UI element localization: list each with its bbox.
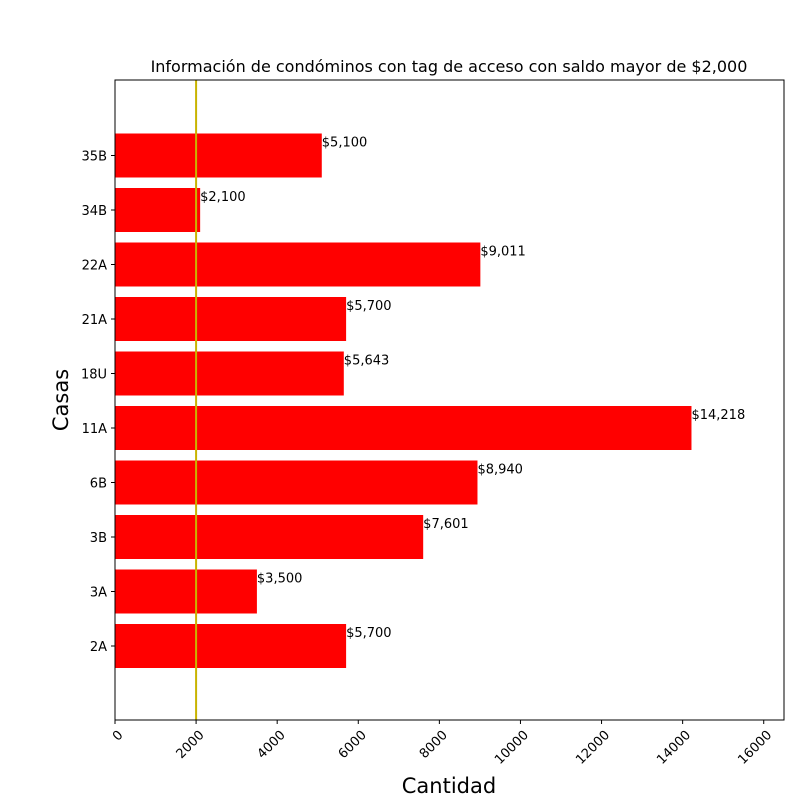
data-label: $5,700 (346, 299, 392, 314)
x-axis-title: Cantidad (402, 774, 496, 798)
y-tick-label: 3B (90, 531, 107, 546)
x-tick-label: 12000 (573, 728, 613, 768)
bar-34b (115, 188, 201, 232)
data-label: $2,100 (200, 190, 246, 205)
data-label: $5,643 (344, 354, 390, 369)
chart-title: Información de condóminos con tag de acc… (151, 57, 748, 76)
x-tick-label: 14000 (654, 728, 694, 768)
x-tick-label: 0 (110, 728, 126, 744)
y-tick-label: 3A (90, 586, 107, 601)
y-tick-label: 6B (90, 477, 107, 492)
bar-22a (115, 242, 481, 287)
bar-35b (115, 133, 322, 178)
x-tick-label: 4000 (255, 728, 289, 762)
data-label: $8,940 (477, 463, 522, 478)
plot-frame (114, 79, 785, 721)
data-label: $7,601 (423, 517, 469, 532)
bar-11a (115, 406, 692, 450)
x-tick-label: 10000 (492, 728, 532, 768)
y-axis-title: Casas (49, 369, 73, 431)
y-tick-label: 35B (82, 150, 107, 165)
x-tick-label: 16000 (735, 728, 775, 768)
data-label: $3,500 (257, 572, 303, 587)
bar-2a (115, 624, 347, 668)
y-tick-label: 18U (81, 368, 107, 383)
y-tick-label: 22A (82, 259, 108, 274)
x-tick-label: 6000 (336, 728, 370, 762)
y-tick-label: 2A (90, 640, 107, 655)
bar-3b (115, 515, 424, 559)
x-tick-label: 2000 (174, 728, 208, 762)
y-tick-label: 11A (82, 422, 108, 437)
x-tick-label: 8000 (417, 728, 451, 762)
bar-6b (115, 460, 478, 505)
bar-21a (115, 297, 347, 341)
y-tick-label: 34B (82, 204, 107, 219)
data-label: $9,011 (480, 245, 526, 260)
y-tick-label: 21A (82, 313, 108, 328)
data-label: $5,100 (322, 136, 368, 151)
bar-18u (115, 351, 344, 396)
data-label: $5,700 (346, 626, 392, 641)
data-label: $14,218 (691, 408, 745, 423)
bar-3a (115, 569, 257, 614)
